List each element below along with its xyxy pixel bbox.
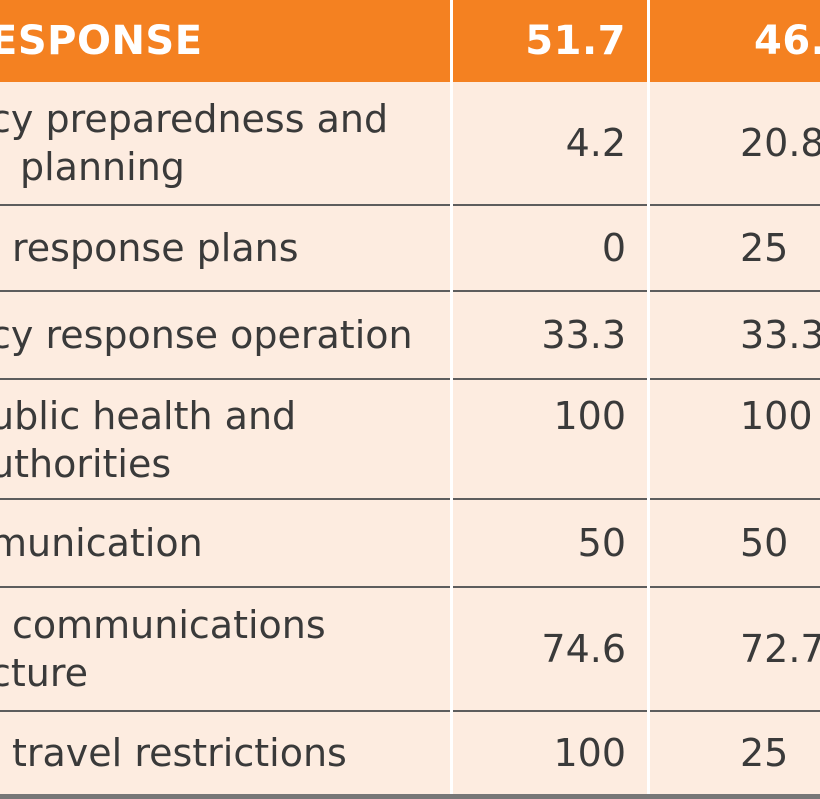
- row-value-2: 72.7: [650, 588, 820, 710]
- row-label-line: cture: [0, 651, 89, 695]
- table-header-row: ESPONSE 51.7 46.7: [0, 0, 820, 82]
- row-label: munication: [0, 500, 440, 586]
- header-label: ESPONSE: [0, 0, 440, 82]
- row-value-2: 100: [650, 380, 820, 498]
- row-label: cy response operation: [0, 292, 440, 378]
- row-label-line: response plans: [12, 226, 299, 270]
- row-value-2-text: 20.8: [740, 121, 820, 165]
- header-value-2-text: 46.7: [754, 18, 820, 64]
- table-row: cy preparedness and planning 4.2 20.8: [0, 82, 820, 206]
- row-value-2-text: 72.7: [740, 627, 820, 671]
- row-label: travel restrictions: [0, 712, 440, 794]
- column-divider: [450, 0, 453, 799]
- row-value-2: 25: [650, 712, 820, 794]
- table-row: travel restrictions 100 25: [0, 712, 820, 794]
- row-label: response plans: [0, 206, 440, 290]
- row-value-1: 50: [452, 500, 648, 586]
- row-label: cy preparedness and planning: [0, 82, 440, 204]
- table-row: munication 50 50: [0, 500, 820, 588]
- header-value-2: 46.7: [650, 0, 820, 82]
- header-value-1: 51.7: [452, 0, 648, 82]
- table-bottom-rule: [0, 794, 820, 799]
- row-value-2-text: 25: [740, 731, 789, 775]
- row-label-line: cy preparedness and: [0, 97, 389, 141]
- row-value-1-text: 100: [553, 394, 626, 438]
- row-value-1: 4.2: [452, 82, 648, 204]
- row-value-1: 74.6: [452, 588, 648, 710]
- table-row: response plans 0 25: [0, 206, 820, 292]
- row-value-1-text: 0: [601, 226, 626, 270]
- row-value-2: 50: [650, 500, 820, 586]
- row-label: ublic health and uthorities: [0, 380, 440, 498]
- row-value-1: 100: [452, 380, 648, 498]
- row-value-2: 20.8: [650, 82, 820, 204]
- row-value-2-text: 33.3: [740, 313, 820, 357]
- column-divider: [647, 0, 650, 799]
- table-row: communications cture 74.6 72.7: [0, 588, 820, 712]
- row-label-line: travel restrictions: [12, 731, 347, 775]
- row-value-1-text: 4.2: [565, 121, 626, 165]
- row-value-1: 100: [452, 712, 648, 794]
- row-value-1: 33.3: [452, 292, 648, 378]
- row-label-line: cy response operation: [0, 313, 413, 357]
- table-row: cy response operation 33.3 33.3: [0, 292, 820, 380]
- row-label-line: communications: [12, 603, 326, 647]
- row-value-2-text: 100: [740, 394, 813, 438]
- row-value-1-text: 33.3: [541, 313, 626, 357]
- row-value-2-text: 25: [740, 226, 789, 270]
- row-label: communications cture: [0, 588, 440, 710]
- table-row: ublic health and uthorities 100 100: [0, 380, 820, 500]
- header-value-1-text: 51.7: [525, 18, 626, 64]
- row-label-line: uthorities: [0, 442, 172, 486]
- row-label-line: planning: [20, 145, 185, 189]
- header-label-text: ESPONSE: [0, 18, 203, 64]
- row-value-1: 0: [452, 206, 648, 290]
- row-value-2-text: 50: [740, 521, 789, 565]
- row-value-2: 25: [650, 206, 820, 290]
- row-label-line: ublic health and: [0, 394, 297, 438]
- row-value-1-text: 50: [577, 521, 626, 565]
- row-label-line: munication: [0, 521, 203, 565]
- row-value-2: 33.3: [650, 292, 820, 378]
- row-value-1-text: 74.6: [541, 627, 626, 671]
- row-value-1-text: 100: [553, 731, 626, 775]
